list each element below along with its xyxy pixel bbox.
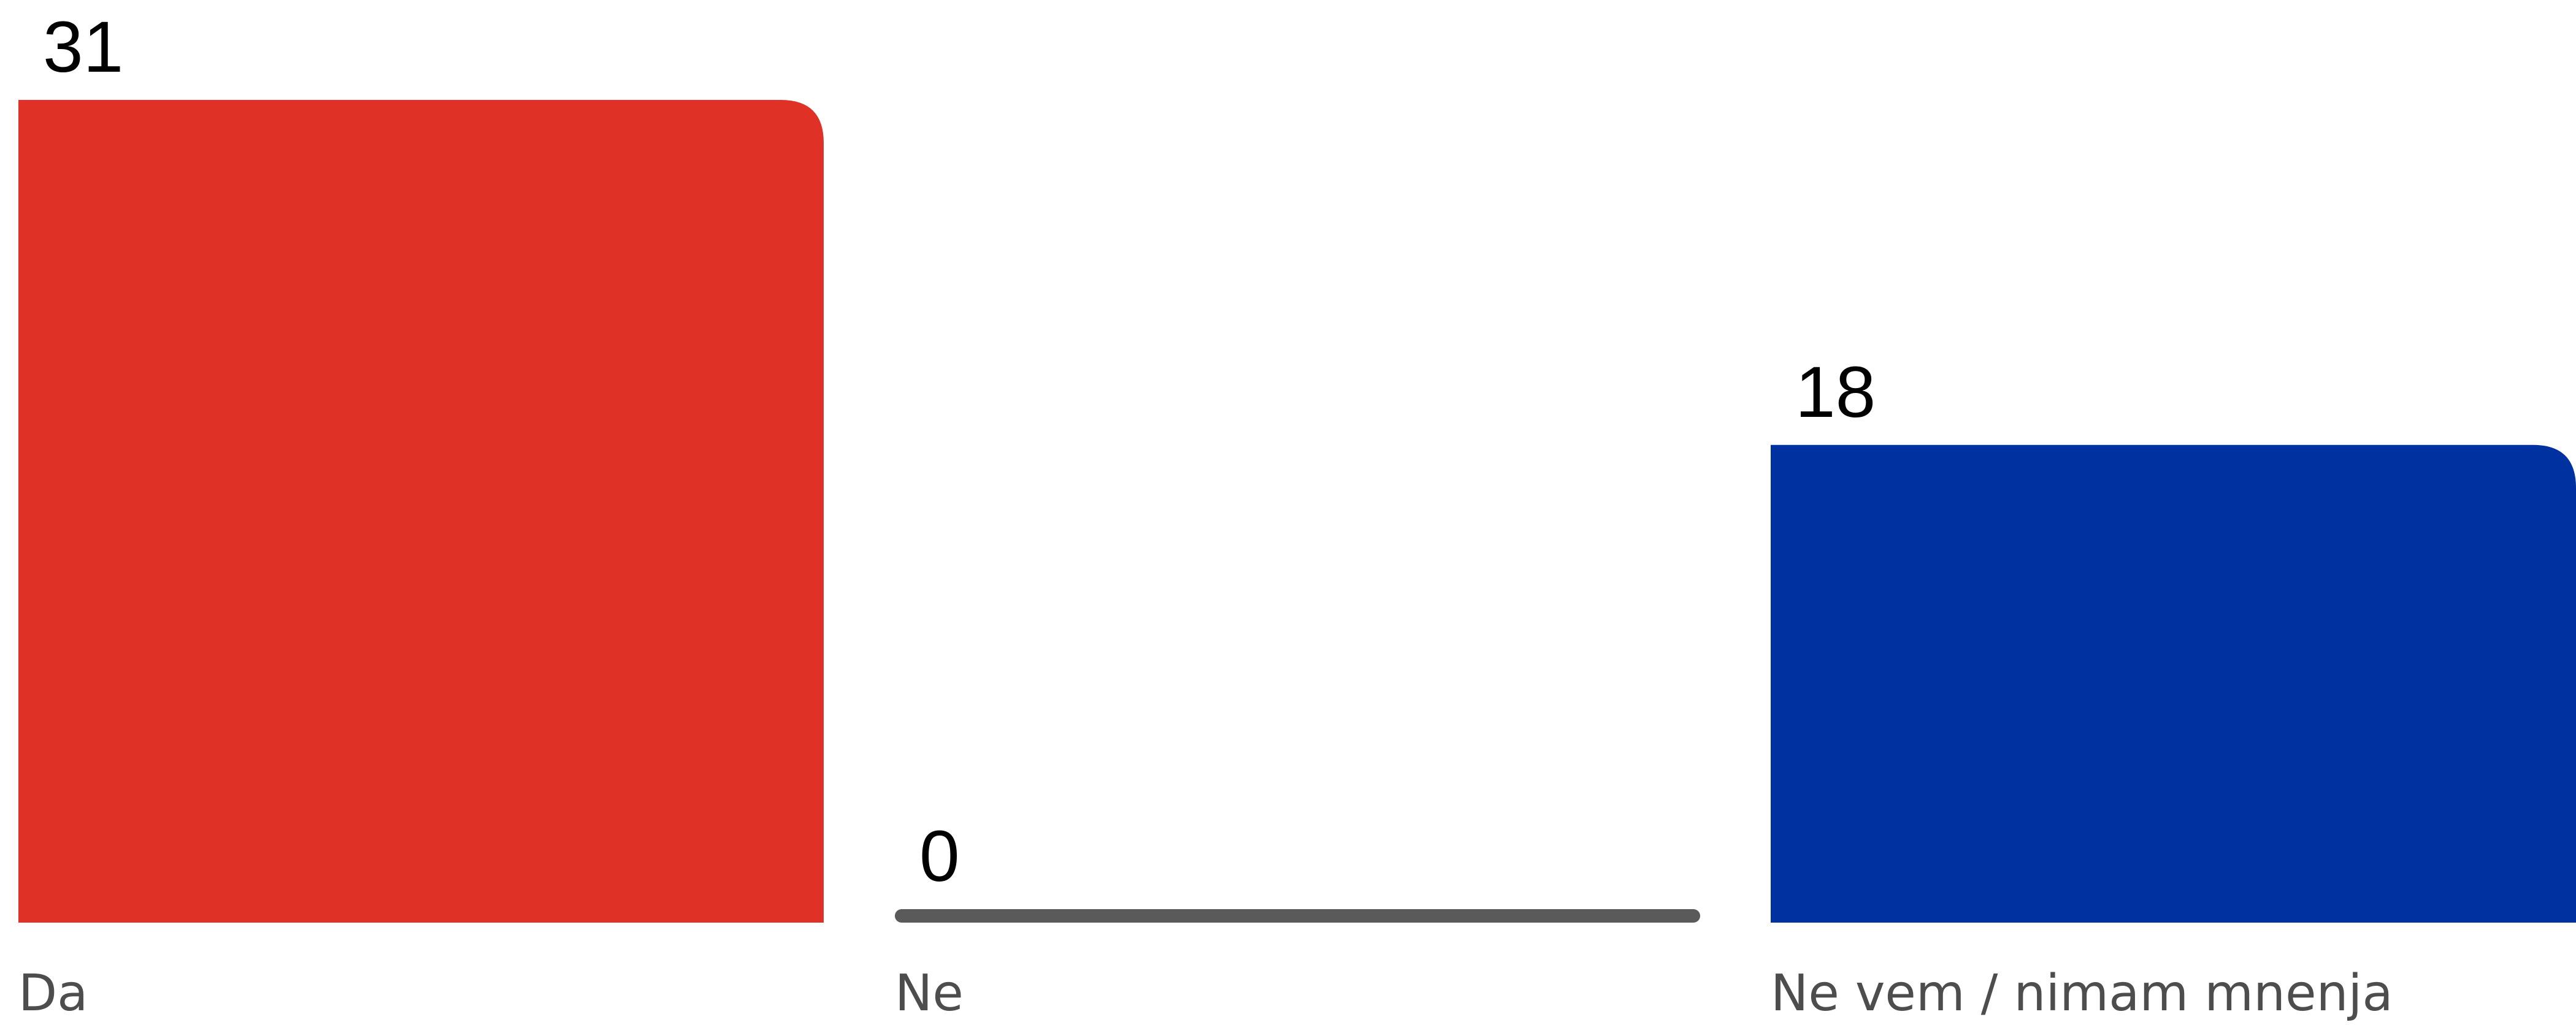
value-labels-group: 31 0 18 (43, 7, 1876, 897)
category-label-ne: Ne (895, 964, 964, 1023)
category-labels-group: Da Ne Ne vem / nimam mnenja (18, 964, 2393, 1023)
bar-ne-vem-nimam-mnenja (1771, 444, 2576, 923)
value-label-ne: 0 (919, 816, 960, 897)
category-label-ne-vem-nimam-mnenja: Ne vem / nimam mnenja (1771, 964, 2393, 1023)
value-label-ne-vem-nimam-mnenja: 18 (1795, 352, 1876, 433)
category-label-da: Da (18, 964, 88, 1023)
bar-da (18, 100, 824, 923)
bars-group (18, 100, 2576, 923)
bar-ne (895, 909, 1700, 923)
value-label-da: 31 (43, 7, 123, 88)
